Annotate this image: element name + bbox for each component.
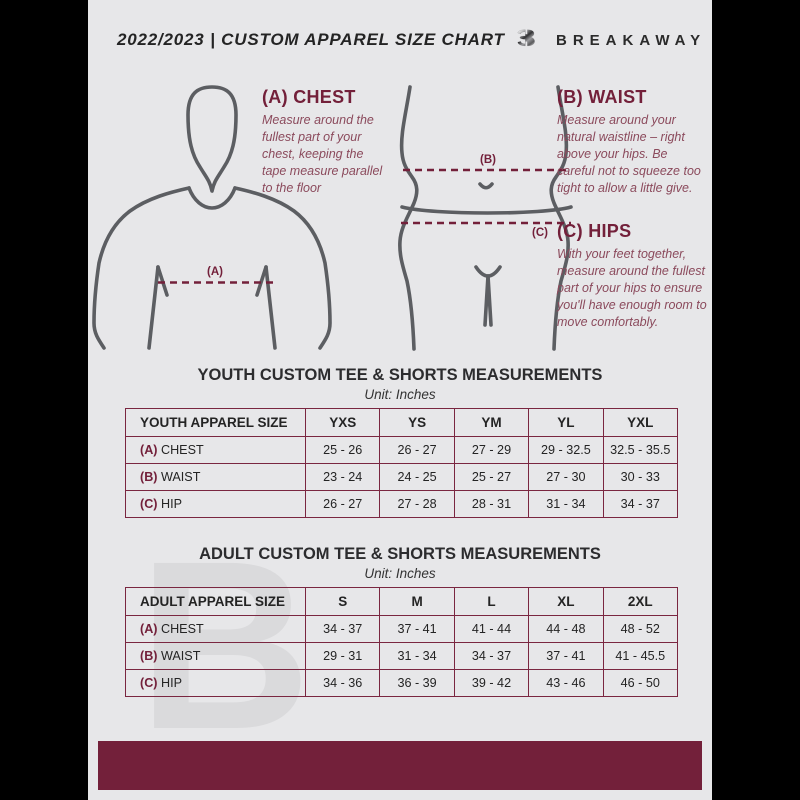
svg-text:(C): (C) [532, 227, 548, 239]
svg-text:(A): (A) [207, 266, 223, 278]
svg-text:(B): (B) [480, 154, 496, 166]
